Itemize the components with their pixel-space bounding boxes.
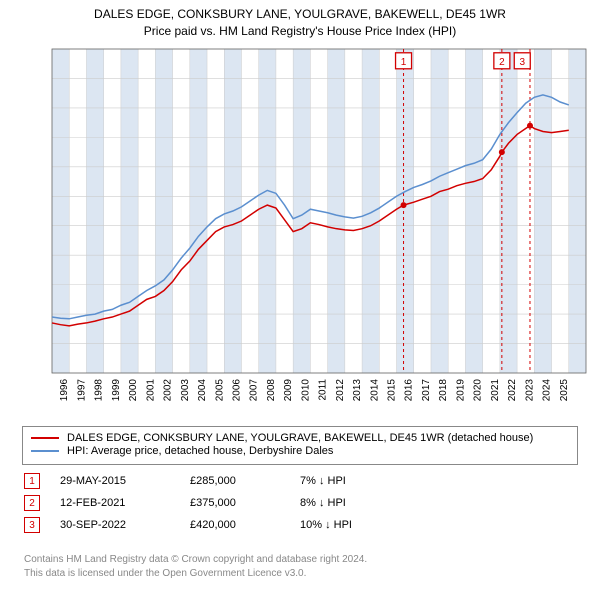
footer-line-1: Contains HM Land Registry data © Crown c…	[24, 553, 367, 567]
sales-row: 1 29-MAY-2015 £285,000 7% ↓ HPI	[24, 470, 400, 492]
legend-row: DALES EDGE, CONKSBURY LANE, YOULGRAVE, B…	[31, 432, 569, 444]
svg-text:3: 3	[519, 57, 525, 68]
footer-line-2: This data is licensed under the Open Gov…	[24, 567, 367, 581]
svg-text:2020: 2020	[473, 379, 484, 402]
svg-text:1: 1	[401, 57, 407, 68]
sale-date: 29-MAY-2015	[60, 475, 170, 487]
svg-text:2010: 2010	[300, 379, 311, 402]
title-line-2: Price paid vs. HM Land Registry's House …	[0, 23, 600, 40]
svg-text:2007: 2007	[249, 379, 260, 402]
sale-pct-vs-hpi: 7% ↓ HPI	[300, 475, 400, 487]
sale-badge: 2	[24, 495, 40, 511]
chart-container: { "title": { "line1": "DALES EDGE, CONKS…	[0, 0, 600, 590]
svg-text:2017: 2017	[421, 379, 432, 402]
sale-pct-vs-hpi: 8% ↓ HPI	[300, 497, 400, 509]
chart-plot-area: £0£50K£100K£150K£200K£250K£300K£350K£400…	[50, 45, 590, 415]
svg-text:2003: 2003	[180, 379, 191, 402]
chart-title: DALES EDGE, CONKSBURY LANE, YOULGRAVE, B…	[0, 0, 600, 40]
svg-text:2016: 2016	[404, 379, 415, 402]
svg-text:1998: 1998	[94, 379, 105, 402]
svg-text:2025: 2025	[559, 379, 570, 402]
svg-text:2013: 2013	[352, 379, 363, 402]
svg-text:1999: 1999	[111, 379, 122, 402]
svg-text:2018: 2018	[438, 379, 449, 402]
svg-text:1995: 1995	[50, 379, 53, 402]
sale-price: £375,000	[190, 497, 280, 509]
svg-text:2006: 2006	[231, 379, 242, 402]
title-line-1: DALES EDGE, CONKSBURY LANE, YOULGRAVE, B…	[0, 6, 600, 23]
svg-text:2015: 2015	[387, 379, 398, 402]
svg-text:2014: 2014	[369, 379, 380, 402]
svg-text:2011: 2011	[318, 379, 329, 401]
svg-text:2008: 2008	[266, 379, 277, 402]
svg-text:2004: 2004	[197, 379, 208, 402]
legend-label: HPI: Average price, detached house, Derb…	[67, 445, 333, 457]
sale-date: 12-FEB-2021	[60, 497, 170, 509]
legend-swatch	[31, 450, 59, 452]
legend-row: HPI: Average price, detached house, Derb…	[31, 445, 569, 457]
svg-text:2019: 2019	[455, 379, 466, 402]
svg-text:2005: 2005	[214, 379, 225, 402]
footer-attribution: Contains HM Land Registry data © Crown c…	[24, 553, 367, 580]
svg-text:2000: 2000	[128, 379, 139, 402]
sale-date: 30-SEP-2022	[60, 519, 170, 531]
sale-badge: 3	[24, 517, 40, 533]
svg-text:2022: 2022	[507, 379, 518, 402]
svg-text:2024: 2024	[542, 379, 553, 402]
sales-row: 2 12-FEB-2021 £375,000 8% ↓ HPI	[24, 492, 400, 514]
sale-badge: 1	[24, 473, 40, 489]
svg-text:2023: 2023	[524, 379, 535, 402]
svg-text:2002: 2002	[163, 379, 174, 402]
svg-text:1997: 1997	[76, 379, 87, 402]
sale-pct-vs-hpi: 10% ↓ HPI	[300, 519, 400, 531]
svg-text:1996: 1996	[59, 379, 70, 402]
sale-price: £420,000	[190, 519, 280, 531]
svg-text:2009: 2009	[283, 379, 294, 402]
svg-text:2012: 2012	[335, 379, 346, 402]
line-chart-svg: £0£50K£100K£150K£200K£250K£300K£350K£400…	[50, 45, 590, 415]
legend-label: DALES EDGE, CONKSBURY LANE, YOULGRAVE, B…	[67, 432, 533, 444]
svg-text:2021: 2021	[490, 379, 501, 402]
sales-row: 3 30-SEP-2022 £420,000 10% ↓ HPI	[24, 514, 400, 536]
svg-text:2: 2	[499, 57, 505, 68]
sale-price: £285,000	[190, 475, 280, 487]
legend-swatch	[31, 437, 59, 439]
svg-text:2001: 2001	[145, 379, 156, 402]
sales-table: 1 29-MAY-2015 £285,000 7% ↓ HPI 2 12-FEB-2021…	[24, 470, 400, 536]
legend: DALES EDGE, CONKSBURY LANE, YOULGRAVE, B…	[22, 426, 578, 465]
